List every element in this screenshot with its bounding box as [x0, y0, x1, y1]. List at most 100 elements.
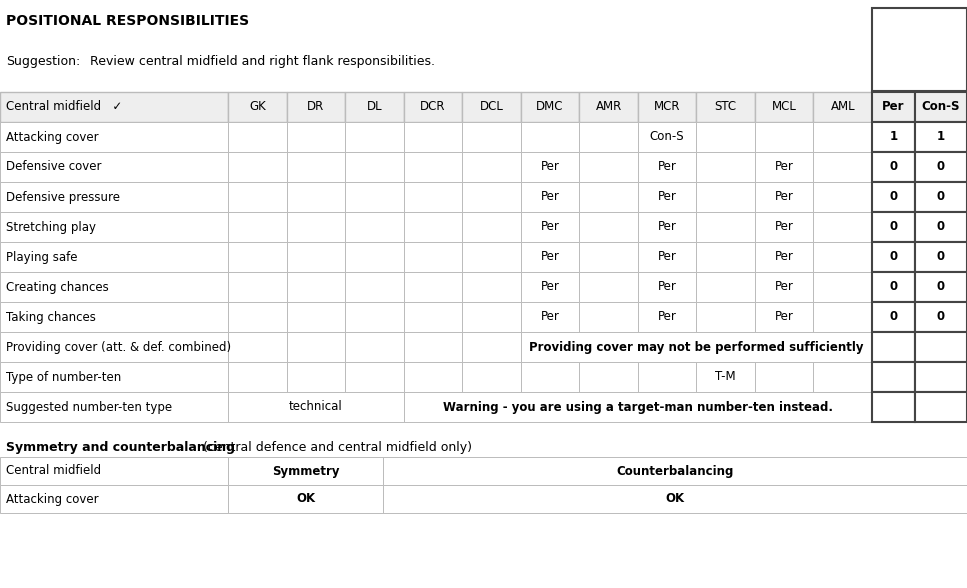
Text: Per: Per: [658, 161, 677, 173]
Bar: [579, 92, 638, 122]
Bar: [403, 302, 462, 332]
Bar: [520, 212, 579, 242]
Bar: [345, 212, 403, 242]
Text: Per: Per: [775, 191, 794, 203]
Bar: [915, 332, 967, 362]
Bar: [345, 182, 403, 212]
Bar: [638, 152, 696, 182]
Bar: [0, 92, 228, 122]
Text: DMC: DMC: [537, 101, 564, 113]
Text: GK: GK: [249, 101, 266, 113]
Text: 1: 1: [937, 131, 945, 143]
Text: AML: AML: [831, 101, 855, 113]
Text: Review central midfield and right flank responsibilities.: Review central midfield and right flank …: [90, 55, 435, 68]
Bar: [915, 302, 967, 332]
Bar: [383, 457, 967, 485]
Text: Suggested: Suggested: [884, 30, 954, 43]
Text: Attacking cover: Attacking cover: [6, 493, 99, 506]
Text: DR: DR: [308, 101, 325, 113]
Text: OK: OK: [665, 493, 685, 506]
Text: Central midfield: Central midfield: [6, 465, 102, 477]
Text: 0: 0: [890, 310, 897, 323]
Bar: [638, 302, 696, 332]
Bar: [345, 122, 403, 152]
Bar: [638, 182, 696, 212]
Bar: [0, 212, 228, 242]
Bar: [579, 122, 638, 152]
Text: T-M: T-M: [716, 370, 736, 383]
Bar: [755, 242, 813, 272]
Bar: [286, 152, 345, 182]
Text: additions: additions: [889, 43, 951, 56]
Bar: [638, 272, 696, 302]
Bar: [755, 92, 813, 122]
Text: Symmetry: Symmetry: [272, 465, 339, 477]
Bar: [228, 242, 286, 272]
Text: 0: 0: [890, 250, 897, 263]
Bar: [915, 92, 967, 122]
Text: Per: Per: [775, 310, 794, 323]
Bar: [872, 242, 915, 272]
Bar: [228, 182, 286, 212]
Text: Per: Per: [775, 220, 794, 233]
Text: Taking chances: Taking chances: [6, 310, 96, 323]
Bar: [696, 362, 755, 392]
Bar: [872, 362, 915, 392]
Bar: [696, 182, 755, 212]
Text: Per: Per: [658, 250, 677, 263]
Text: MCL: MCL: [772, 101, 797, 113]
Bar: [915, 122, 967, 152]
Bar: [286, 272, 345, 302]
Bar: [915, 242, 967, 272]
Bar: [0, 122, 228, 152]
Bar: [0, 392, 228, 422]
Text: Attacking cover: Attacking cover: [6, 131, 99, 143]
Bar: [520, 362, 579, 392]
Bar: [520, 272, 579, 302]
Bar: [286, 122, 345, 152]
Bar: [462, 212, 520, 242]
Bar: [696, 92, 755, 122]
Text: Stretching play: Stretching play: [6, 220, 96, 233]
Text: Type of number-ten: Type of number-ten: [6, 370, 121, 383]
Text: 0: 0: [937, 220, 945, 233]
Bar: [579, 242, 638, 272]
Text: (central defence and central midfield only): (central defence and central midfield on…: [199, 440, 472, 453]
Bar: [0, 302, 228, 332]
Bar: [345, 332, 403, 362]
Text: 0: 0: [937, 161, 945, 173]
Bar: [228, 302, 286, 332]
Bar: [872, 212, 915, 242]
Bar: [403, 92, 462, 122]
Bar: [403, 392, 872, 422]
Bar: [755, 302, 813, 332]
Text: Suggestion:: Suggestion:: [6, 55, 80, 68]
Bar: [286, 362, 345, 392]
Bar: [520, 92, 579, 122]
Bar: [755, 152, 813, 182]
Bar: [345, 152, 403, 182]
Bar: [0, 182, 228, 212]
Bar: [915, 362, 967, 392]
Bar: [286, 242, 345, 272]
Text: Symmetry and counterbalancing: Symmetry and counterbalancing: [6, 440, 235, 453]
Bar: [813, 362, 872, 392]
Bar: [813, 152, 872, 182]
Text: Per: Per: [775, 280, 794, 293]
Text: 0: 0: [937, 250, 945, 263]
Bar: [813, 212, 872, 242]
Bar: [915, 392, 967, 422]
Bar: [403, 182, 462, 212]
Bar: [638, 92, 696, 122]
Bar: [462, 152, 520, 182]
Bar: [696, 122, 755, 152]
Bar: [520, 332, 872, 362]
Text: (add either): (add either): [880, 56, 959, 69]
Text: Per: Per: [775, 161, 794, 173]
Bar: [462, 122, 520, 152]
Bar: [872, 152, 915, 182]
Bar: [579, 302, 638, 332]
Text: Per: Per: [541, 280, 560, 293]
Bar: [403, 362, 462, 392]
Bar: [520, 302, 579, 332]
